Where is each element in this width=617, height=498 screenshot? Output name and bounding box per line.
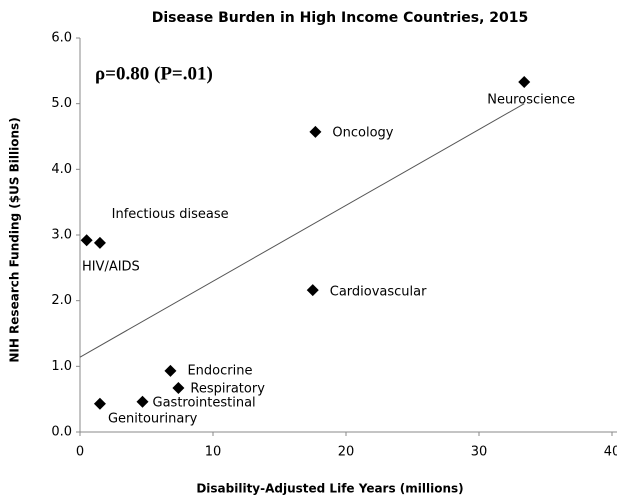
point (309, 125, 322, 138)
point (306, 284, 319, 297)
y-tick-label: 4.0 (51, 162, 72, 177)
y-tick-label: 5.0 (51, 96, 72, 111)
x-tick-label: 20 (338, 445, 355, 460)
trendline (79, 103, 525, 358)
x-axis-title: Disability-Adjusted Life Years (millions… (196, 482, 463, 496)
point-label: Cardiovascular (330, 285, 427, 300)
point (164, 364, 177, 377)
x-tick-label: 10 (205, 445, 222, 460)
y-tick-label: 3.0 (51, 228, 72, 243)
y-tick-label: 1.0 (51, 359, 72, 374)
point-label: Endocrine (187, 363, 252, 378)
x-tick-label: 40 (604, 445, 617, 460)
y-tick-label: 6.0 (51, 31, 72, 46)
point-label: Gastrointestinal (153, 395, 256, 410)
y-axis-title: NIH Research Funding ($US Billions) (8, 117, 22, 362)
point-label: Genitourinary (108, 411, 198, 426)
point-label: Respiratory (190, 382, 265, 397)
point (93, 397, 106, 410)
point (80, 234, 93, 247)
x-tick-label: 0 (76, 445, 84, 460)
y-tick-label: 0.0 (51, 425, 72, 440)
point (172, 382, 185, 395)
point (136, 395, 149, 408)
point-label: HIV/AIDS (82, 259, 140, 274)
point (93, 236, 106, 249)
point-label: Infectious disease (112, 207, 229, 222)
y-tick-label: 2.0 (51, 293, 72, 308)
x-tick-label: 30 (471, 445, 488, 460)
point (518, 75, 531, 88)
point-label: Neuroscience (487, 92, 575, 107)
annotation: ρ=0.80 (P=.01) (95, 63, 213, 84)
point-label: Oncology (332, 125, 393, 140)
chart-title: Disease Burden in High Income Countries,… (152, 10, 529, 26)
